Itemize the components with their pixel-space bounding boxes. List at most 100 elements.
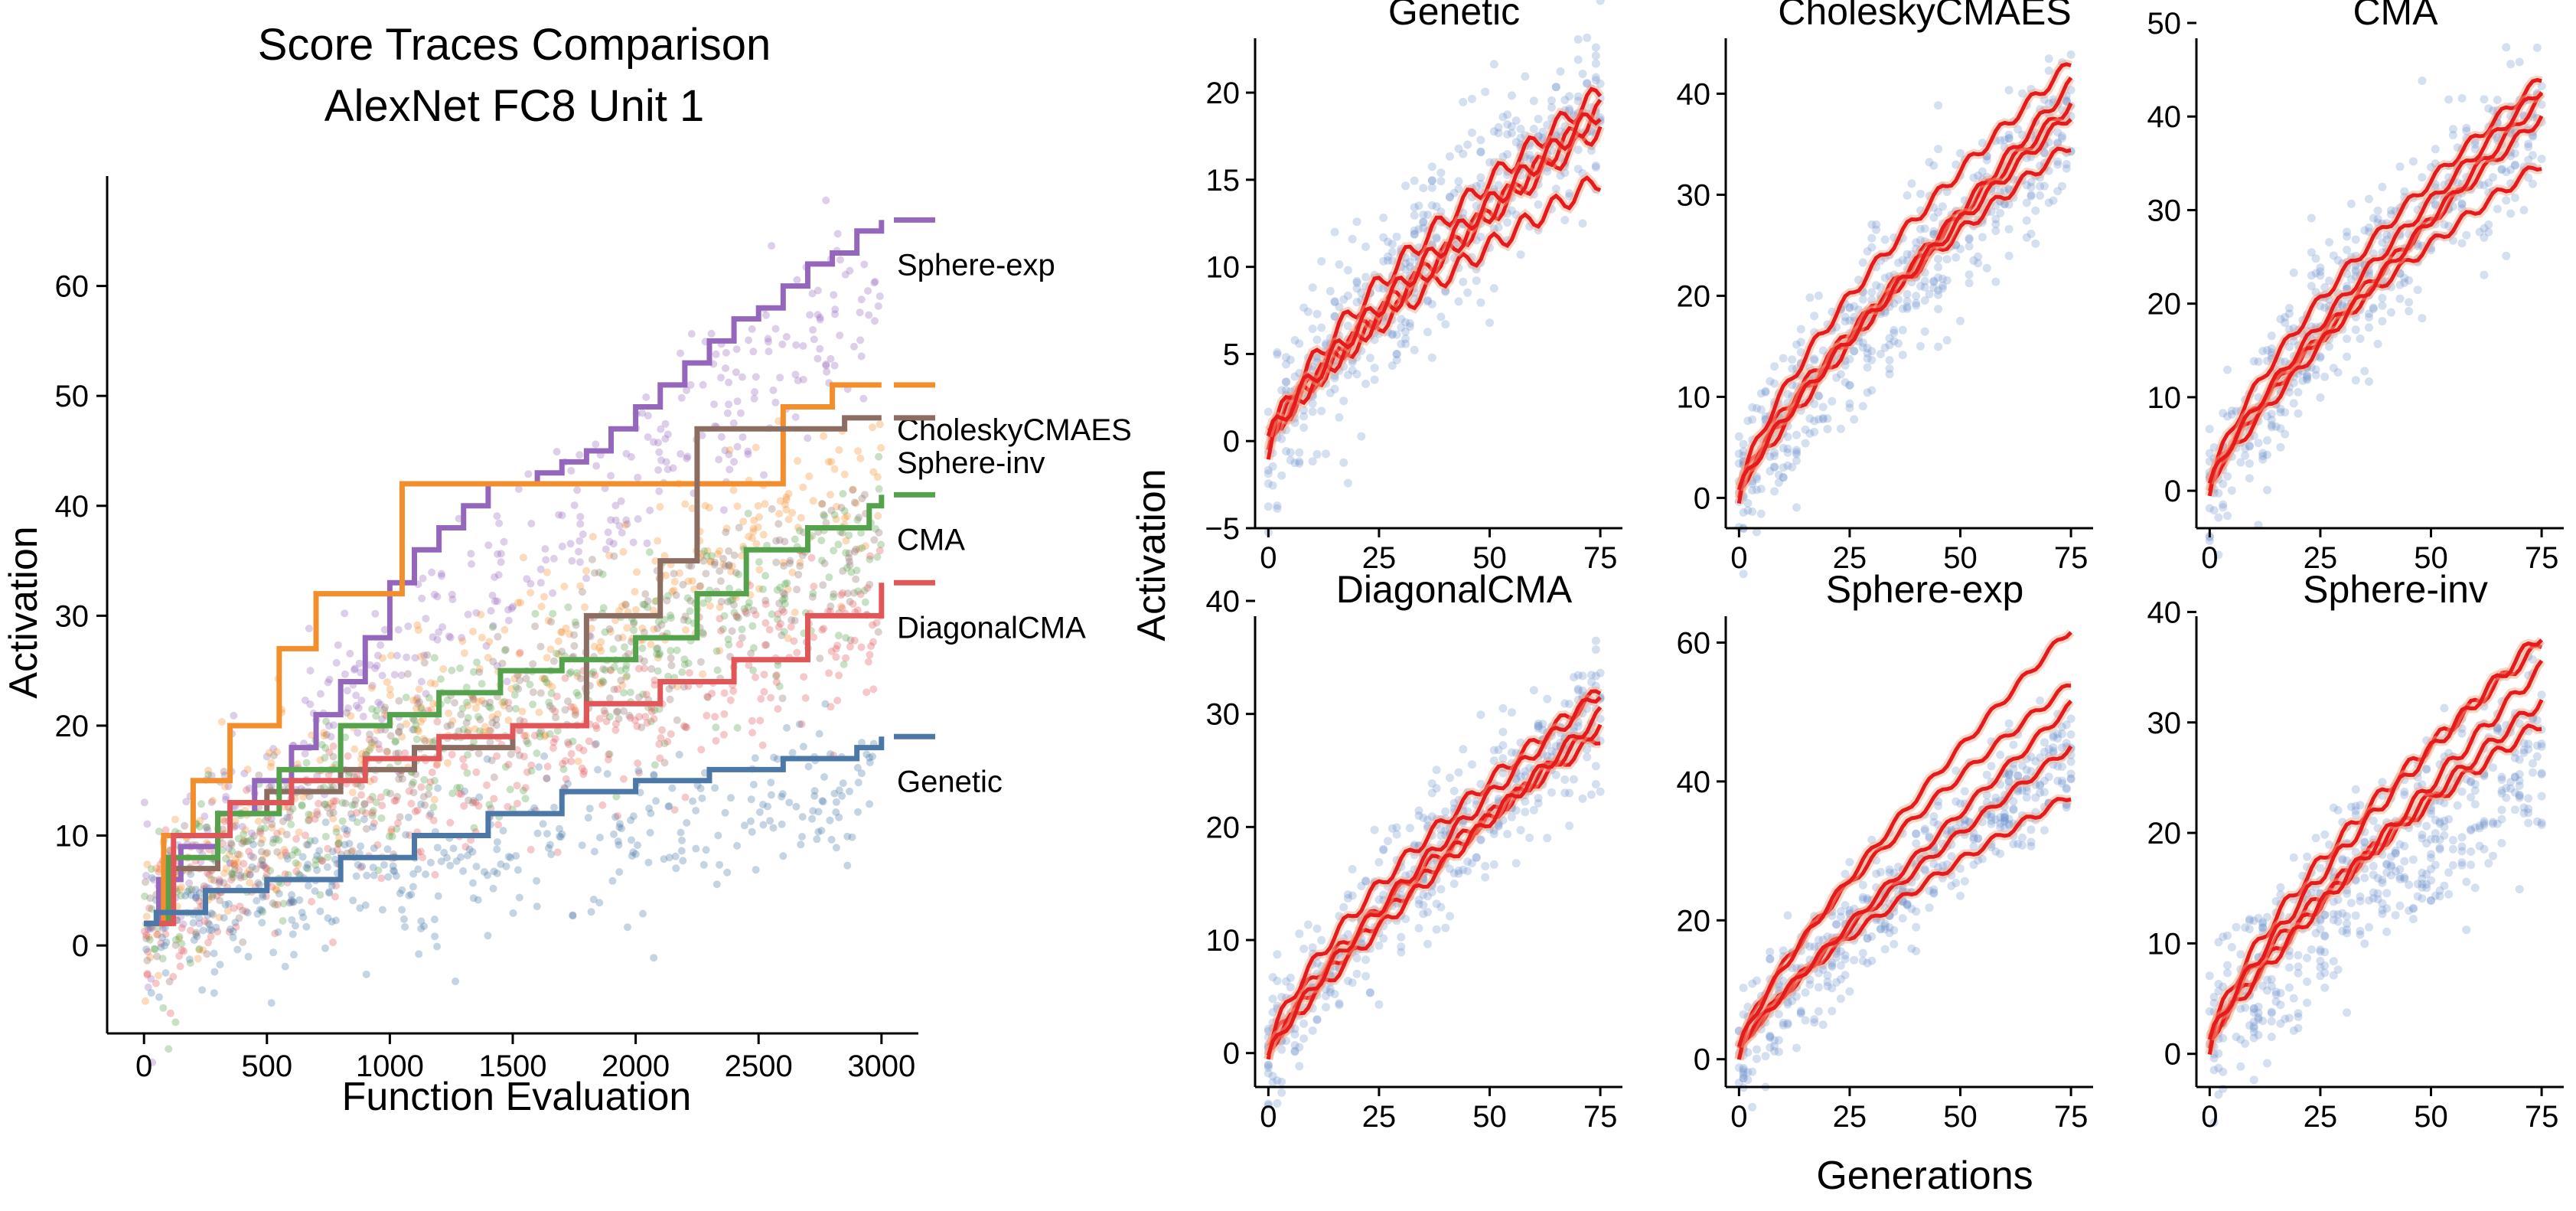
scatter-point-sphere-inv <box>621 601 630 609</box>
scatter-point <box>1330 371 1339 380</box>
scatter-point-sphere-exp <box>643 539 651 547</box>
scatter-point-choleskycmaes <box>791 609 799 616</box>
scatter-point <box>1427 240 1436 249</box>
scatter-point-choleskycmaes <box>818 500 827 508</box>
scatter-point-cma <box>700 547 709 555</box>
scatter-point-sphere-inv <box>302 841 311 849</box>
scatter-point-cma <box>630 618 638 626</box>
panel-title: Sphere-exp <box>1826 568 2024 611</box>
scatter-point <box>1774 1036 1783 1045</box>
scatter-point <box>1427 353 1436 362</box>
scatter-point-sphere-inv <box>558 648 566 656</box>
scatter-point <box>2294 409 2303 418</box>
scatter-point-genetic <box>699 860 708 869</box>
scatter-point-genetic <box>564 779 572 788</box>
scatter-point-sphere-exp <box>611 516 620 524</box>
scatter-point-sphere-inv <box>778 606 787 614</box>
scatter-point-sphere-exp <box>437 570 445 578</box>
scatter-point-genetic <box>799 743 807 751</box>
scatter-point-cma <box>316 891 324 899</box>
scatter-point-sphere-inv <box>667 654 675 662</box>
scatter-point-cma <box>332 827 341 836</box>
scatter-point-genetic <box>321 944 329 952</box>
scatter-point-diagonalcma <box>161 826 170 834</box>
scatter-point <box>1929 161 1939 170</box>
scatter-point-diagonalcma <box>869 621 876 629</box>
scatter-point-genetic <box>664 802 673 811</box>
left-scatter-layer <box>140 196 885 1066</box>
y-tick-label: 20 <box>1677 279 1711 313</box>
scatter-point-choleskycmaes <box>445 709 453 717</box>
scatter-point <box>2227 406 2236 415</box>
scatter-point-genetic <box>792 802 801 811</box>
scatter-point-sphere-inv <box>489 658 497 666</box>
scatter-point-choleskycmaes <box>776 497 784 505</box>
scatter-point-sphere-exp <box>536 579 545 587</box>
scatter-point-choleskycmaes <box>605 551 614 560</box>
scatter-point <box>1419 224 1428 233</box>
scatter-point-choleskycmaes <box>223 907 232 916</box>
scatter-point-genetic <box>533 829 542 837</box>
scatter-point-genetic <box>866 759 874 767</box>
scatter-point-sphere-exp <box>592 440 600 449</box>
scatter-point-genetic <box>190 936 198 945</box>
scatter-point <box>1476 298 1485 307</box>
y-tick-label: 40 <box>1677 77 1711 111</box>
scatter-point <box>2022 233 2031 242</box>
scatter-point <box>1401 181 1410 191</box>
scatter-point <box>1454 177 1463 186</box>
scatter-point-sphere-inv <box>819 581 827 589</box>
scatter-point-choleskycmaes <box>852 499 860 508</box>
scatter-point-sphere-exp <box>765 338 772 346</box>
scatter-point <box>1476 710 1485 720</box>
scatter-point <box>2311 254 2320 263</box>
scatter-point <box>1282 446 1290 455</box>
scatter-point-sphere-inv <box>443 722 452 730</box>
scatter-point-diagonalcma <box>370 775 378 784</box>
y-tick-label: 10 <box>2147 381 2182 415</box>
scatter-point-cma <box>531 609 540 618</box>
scatter-point <box>1814 935 1823 945</box>
scatter-point-cma <box>429 738 437 746</box>
scatter-point-diagonalcma <box>311 814 319 823</box>
scatter-point <box>2027 825 2036 834</box>
scatter-point-sphere-inv <box>768 504 776 513</box>
scatter-point <box>1898 351 1907 360</box>
scatter-point-diagonalcma <box>227 876 236 884</box>
scatter-point <box>1929 888 1939 897</box>
scatter-point-sphere-inv <box>787 616 796 624</box>
scatter-point-sphere-exp <box>195 919 204 928</box>
scatter-point <box>1268 1072 1277 1081</box>
scatter-point-choleskycmaes <box>220 869 229 877</box>
scatter-point-diagonalcma <box>712 736 720 745</box>
scatter-point <box>1299 423 1309 432</box>
scatter-point-genetic <box>434 784 442 792</box>
scatter-point-sphere-inv <box>719 554 728 563</box>
scatter-point-sphere-inv <box>644 597 652 606</box>
scatter-point <box>2378 182 2387 191</box>
scatter-point-cma <box>653 645 660 653</box>
scatter-point-diagonalcma <box>835 671 843 680</box>
scatter-point-diagonalcma <box>601 710 609 718</box>
scatter-point <box>1880 945 1890 954</box>
scatter-point <box>1507 708 1516 717</box>
scatter-point-cma <box>178 939 186 948</box>
scatter-point-genetic <box>846 787 853 795</box>
scatter-point-genetic <box>434 892 442 900</box>
scatter-point-cma <box>521 795 530 803</box>
scatter-point-sphere-exp <box>573 486 582 495</box>
scatter-point <box>2537 155 2546 164</box>
scatter-point-diagonalcma <box>800 673 808 681</box>
scatter-point-sphere-exp <box>428 568 436 576</box>
scatter-point-diagonalcma <box>419 854 427 862</box>
scatter-point-sphere-exp <box>717 432 726 441</box>
scatter-point-genetic <box>615 841 623 849</box>
scatter-point <box>2022 793 2031 802</box>
scatter-point-cma <box>272 835 280 844</box>
scatter-point-choleskycmaes <box>527 589 535 597</box>
scatter-point-sphere-exp <box>751 388 758 396</box>
scatter-point-cma <box>621 665 630 674</box>
scatter-point-diagonalcma <box>448 750 456 759</box>
scatter-point-genetic <box>369 823 377 831</box>
scatter-point <box>1290 459 1299 468</box>
